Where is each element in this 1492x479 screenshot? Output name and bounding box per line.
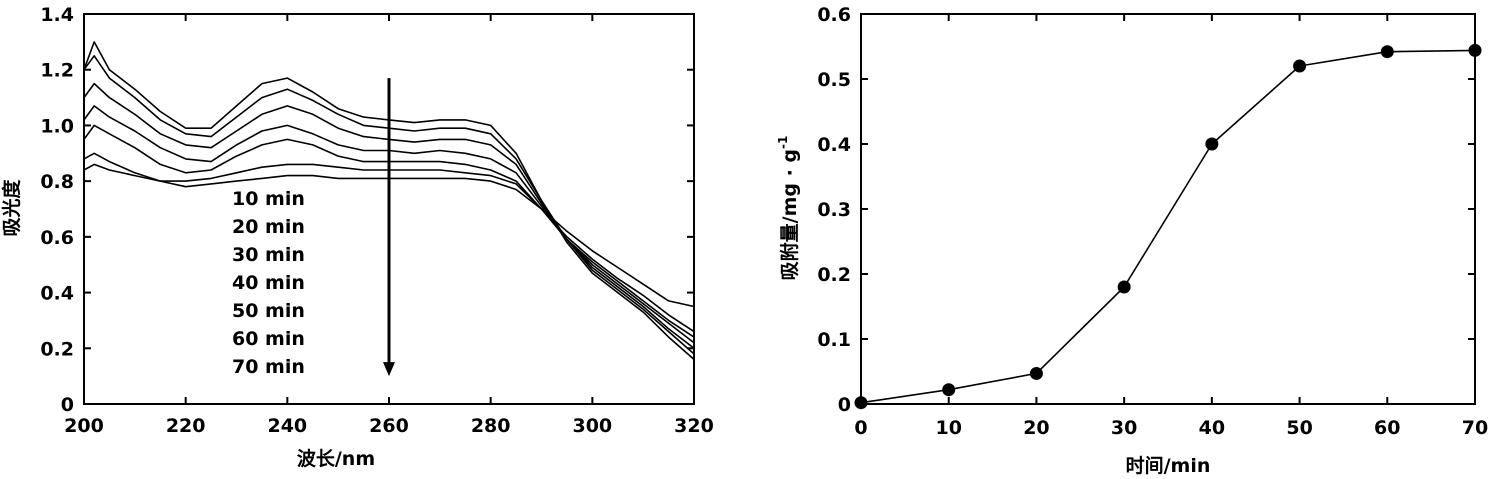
x-tick-label: 50 xyxy=(1286,417,1312,439)
y-tick-label: 0.8 xyxy=(40,171,74,193)
adsorption-series-line xyxy=(860,49,1476,404)
series-line-30-min xyxy=(83,82,695,349)
x-tick-label: 60 xyxy=(1374,417,1400,439)
data-point xyxy=(1380,45,1394,59)
series-line-70-min xyxy=(83,163,695,308)
legend-entry: 20 min xyxy=(232,216,305,238)
y-tick-label: 0.5 xyxy=(817,69,851,91)
adsorption-series-group xyxy=(854,43,1482,410)
x-tick-label: 320 xyxy=(674,415,714,437)
absorbance-chart: 0 0.2 0.4 0.6 0.8 1.0 1.2 1.4 200 220 240 260 280 30… xyxy=(0,4,714,470)
x-tick-label: 20 xyxy=(1023,417,1049,439)
y-tick-label: 1.0 xyxy=(40,115,74,137)
series-line-60-min xyxy=(83,152,695,333)
absorbance-legend: 10 min 20 min 30 min 40 min 50 min 60 min 70 m… xyxy=(232,188,305,378)
data-point xyxy=(1293,59,1307,73)
adsorption-plot-frame xyxy=(860,13,1476,405)
legend-entry: 30 min xyxy=(232,244,305,266)
x-tick-label: 300 xyxy=(572,415,612,437)
absorbance-y-ticks: 0 0.2 0.4 0.6 0.8 1.0 1.2 1.4 xyxy=(40,4,694,416)
y-tick-label: 0 xyxy=(838,394,851,416)
legend-entry: 70 min xyxy=(232,356,305,378)
y-tick-label: 0.4 xyxy=(817,134,851,156)
x-tick-label: 30 xyxy=(1111,417,1137,439)
y-tick-label: 0.3 xyxy=(817,199,851,221)
adsorption-x-axis-label: 时间/min xyxy=(1126,455,1211,477)
x-tick-label: 70 xyxy=(1462,417,1488,439)
y-tick-label: 0.2 xyxy=(817,264,851,286)
x-tick-label: 280 xyxy=(471,415,511,437)
series-line-50-min xyxy=(83,124,695,338)
legend-entry: 10 min xyxy=(232,188,305,210)
absorbance-x-ticks: 200 220 240 260 280 300 320 xyxy=(64,14,714,437)
data-point xyxy=(1468,43,1482,57)
legend-entry: 60 min xyxy=(232,328,305,350)
x-tick-label: 40 xyxy=(1199,417,1225,439)
x-tick-label: 200 xyxy=(64,415,104,437)
y-tick-label: 0.6 xyxy=(40,227,74,249)
arrow-head xyxy=(383,362,395,377)
y-tick-label: 0 xyxy=(61,394,74,416)
series-line-20-min xyxy=(83,54,695,355)
y-tick-label: 1.2 xyxy=(40,60,74,82)
absorbance-y-axis-label: 吸光度 xyxy=(0,179,23,237)
y-tick-label: 0.2 xyxy=(40,338,74,360)
legend-entry: 40 min xyxy=(232,272,305,294)
adsorption-y-axis-label-group: 吸附量/mg · g-1 xyxy=(776,136,801,281)
absorbance-series-group xyxy=(83,41,695,361)
adsorption-y-ticks: 0 0.1 0.2 0.3 0.4 0.5 0.6 xyxy=(817,4,1475,416)
y-tick-label: 0.6 xyxy=(817,4,851,26)
data-point xyxy=(1117,280,1131,294)
x-tick-label: 240 xyxy=(267,415,307,437)
y-tick-label: 1.4 xyxy=(40,4,74,26)
adsorption-y-axis-label-sup: -1 xyxy=(776,136,790,149)
x-tick-label: 10 xyxy=(935,417,961,439)
absorbance-x-axis-label: 波长/nm xyxy=(297,447,375,470)
legend-entry: 50 min xyxy=(232,300,305,322)
data-point xyxy=(942,383,956,397)
y-tick-label: 0.4 xyxy=(40,283,74,305)
data-point xyxy=(1029,366,1043,380)
adsorption-x-ticks: 0 10 20 30 40 50 60 70 xyxy=(854,14,1488,439)
y-tick-label: 0.1 xyxy=(817,329,851,351)
time-direction-arrow xyxy=(383,78,395,377)
data-point xyxy=(1205,137,1219,151)
x-tick-label: 260 xyxy=(369,415,409,437)
adsorption-chart: 0 0.1 0.2 0.3 0.4 0.5 0.6 0 10 20 30 40 50 60 70 时间/m… xyxy=(776,4,1488,477)
adsorption-y-axis-label: 吸附量/mg · g-1 xyxy=(776,136,801,281)
x-tick-label: 220 xyxy=(166,415,206,437)
adsorption-y-axis-label-main: 吸附量/mg · g xyxy=(778,149,801,280)
x-tick-label: 0 xyxy=(854,417,867,439)
data-point xyxy=(854,396,868,410)
series-line-40-min xyxy=(83,105,695,344)
series-line-10-min xyxy=(83,41,695,361)
